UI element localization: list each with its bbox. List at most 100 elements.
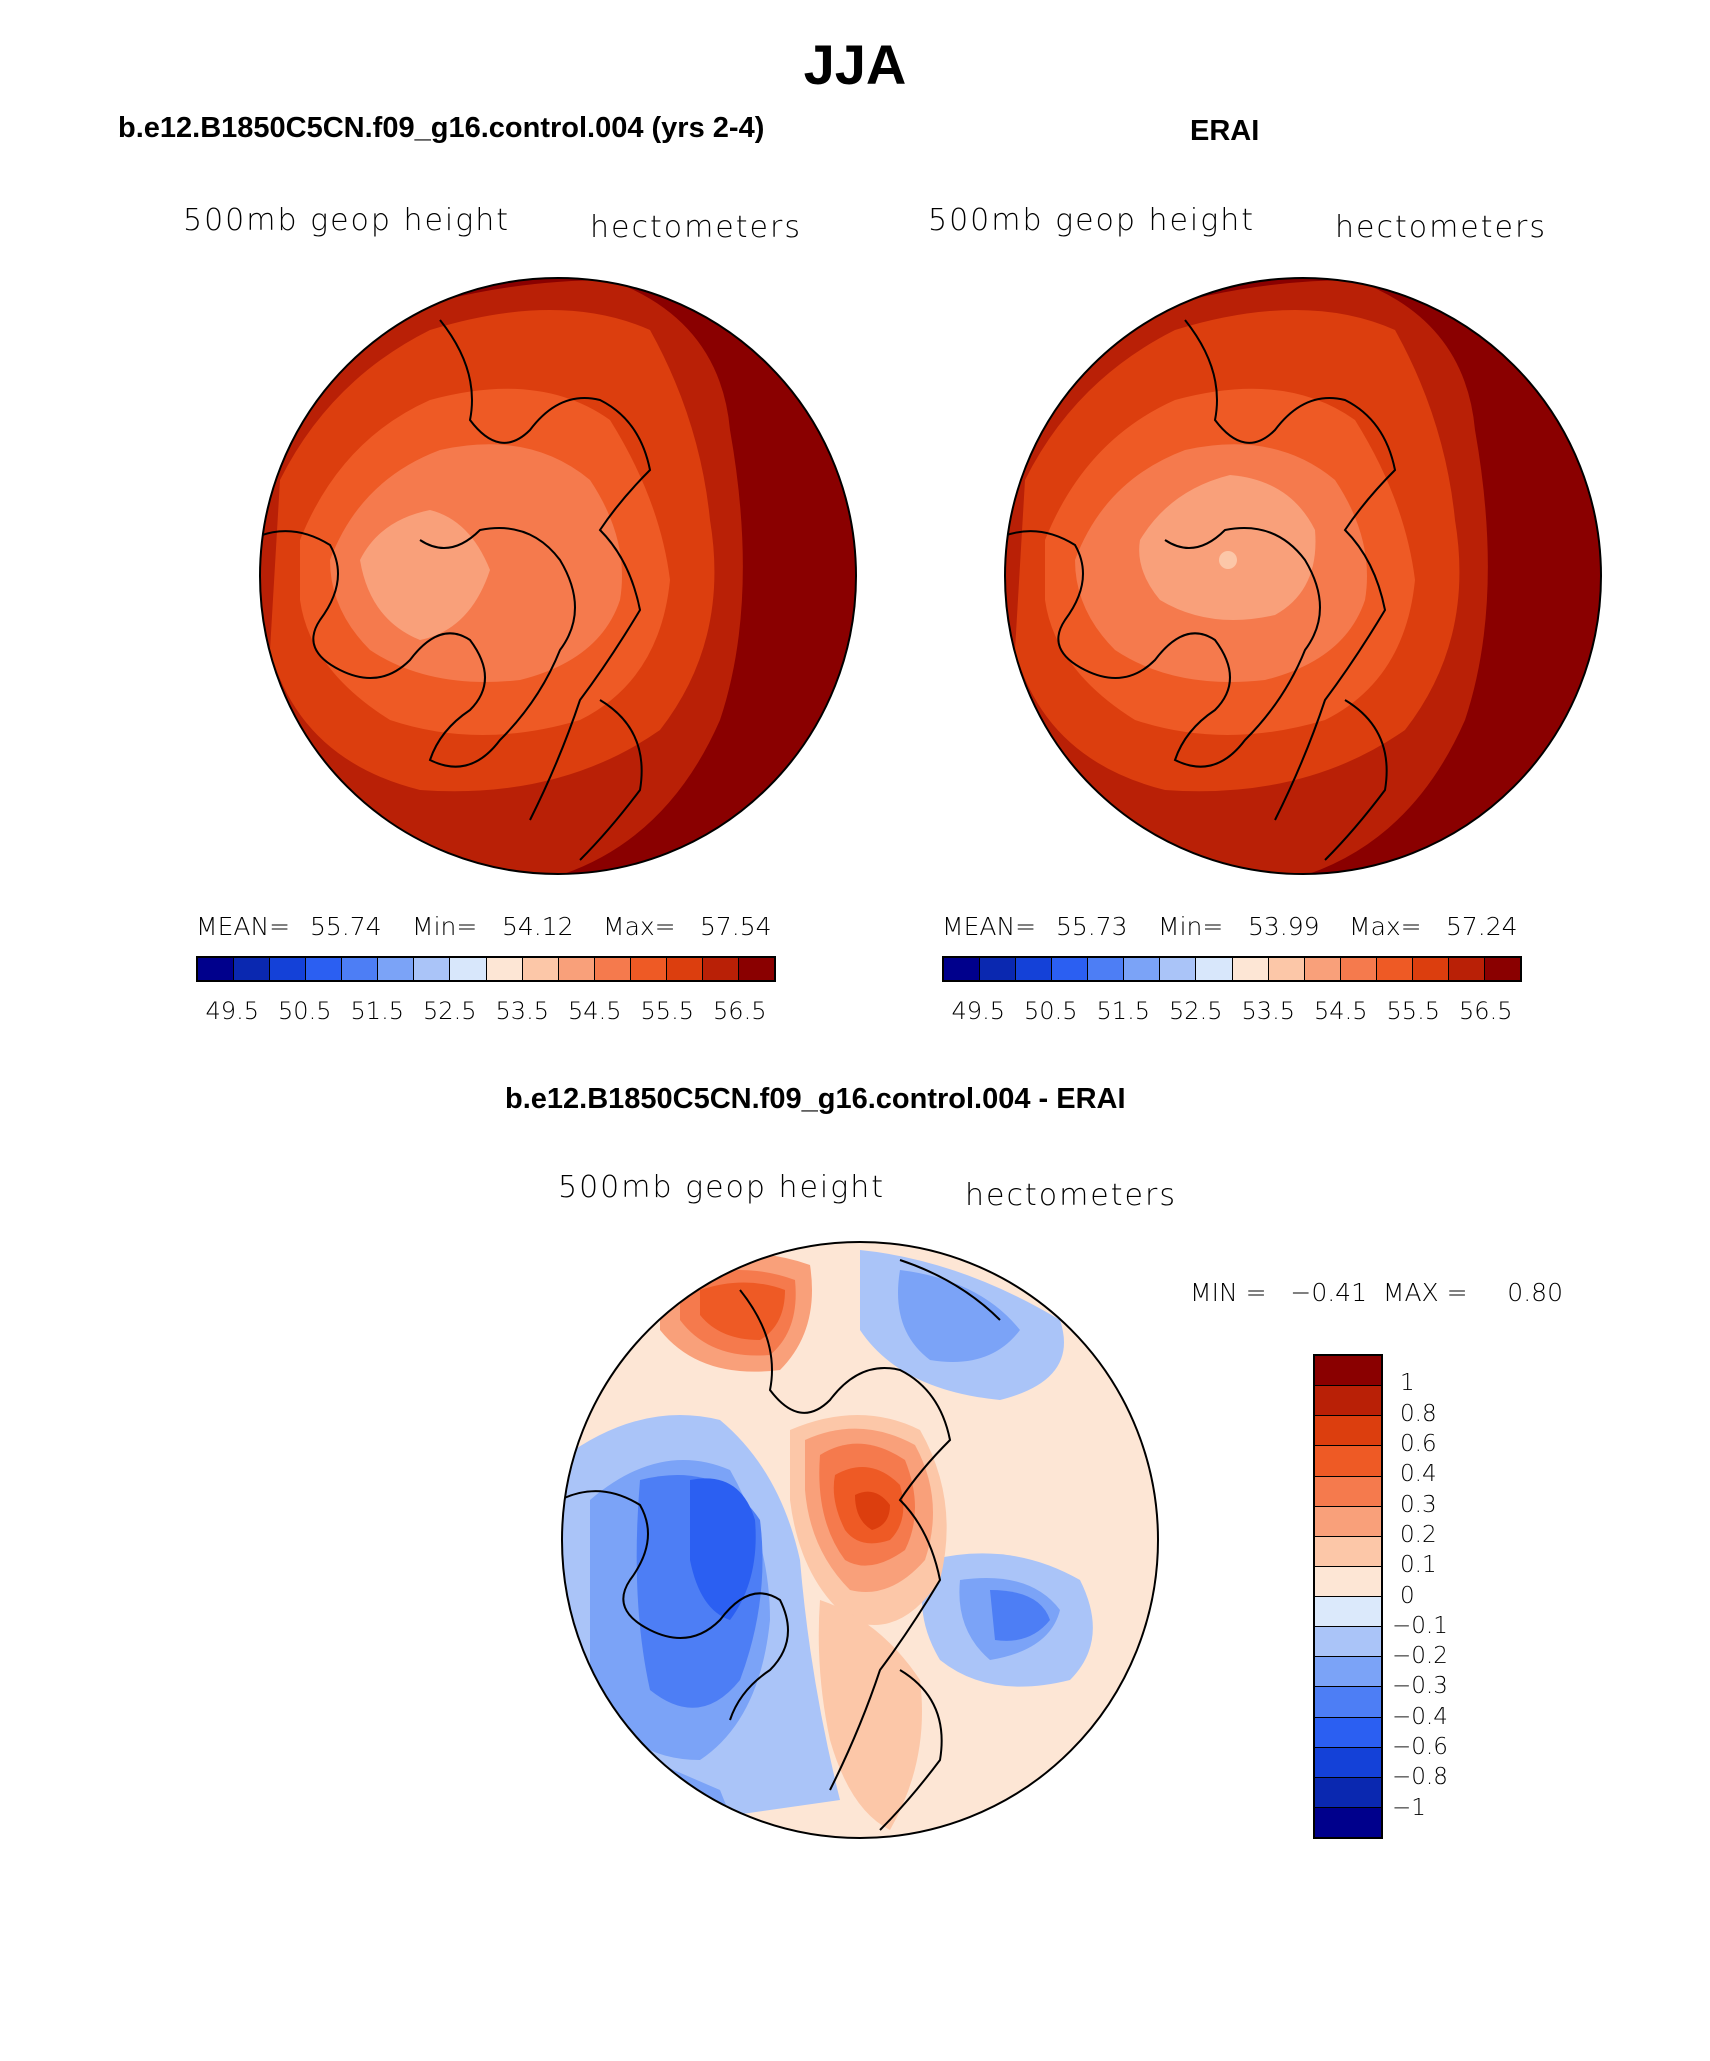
panel-1-mean-value: 55.74 bbox=[310, 912, 382, 941]
diff-colorbar-swatch bbox=[1315, 1386, 1381, 1417]
diff-contours bbox=[562, 1242, 1158, 1838]
panel-1-colorbar-label: 52.5 bbox=[423, 997, 477, 1025]
panel-1-colorbar-label: 56.5 bbox=[713, 997, 767, 1025]
panel-1-colorbar-swatch bbox=[702, 958, 739, 980]
diff-colorbar-label: −1 bbox=[1392, 1794, 1426, 1821]
panel-1-colorbar-swatch bbox=[522, 958, 559, 980]
panel-2-mean-value: 55.73 bbox=[1056, 912, 1128, 941]
panel-2-min-value: 53.99 bbox=[1248, 912, 1320, 941]
panel-2-colorbar-swatch bbox=[1232, 958, 1269, 980]
diff-minmax: MIN = −0.41 MAX = 0.80 bbox=[1190, 1278, 1563, 1307]
panel-2-colorbar-label: 53.5 bbox=[1241, 997, 1295, 1025]
panel-2-colorbar-label: 52.5 bbox=[1169, 997, 1223, 1025]
diff-colorbar-label: 0.2 bbox=[1400, 1521, 1437, 1548]
panel-1-colorbar-label: 53.5 bbox=[495, 997, 549, 1025]
panel-1-colorbar-swatch bbox=[306, 958, 343, 980]
panel-2-contours bbox=[1005, 278, 1601, 874]
diff-colorbar-swatch bbox=[1315, 1416, 1381, 1447]
panel-1-colorbar-swatch bbox=[414, 958, 451, 980]
panel-2-colorbar-swatch bbox=[1412, 958, 1449, 980]
panel-1-colorbar-label: 54.5 bbox=[568, 997, 622, 1025]
diff-title: b.e12.B1850C5CN.f09_g16.control.004 - ER… bbox=[505, 1083, 1126, 1115]
panel-2-colorbar-swatch bbox=[1484, 958, 1520, 980]
panel-1-colorbar-label: 49.5 bbox=[205, 997, 259, 1025]
diff-colorbar-swatch bbox=[1315, 1476, 1381, 1507]
diff-colorbar-label: 0 bbox=[1400, 1582, 1415, 1609]
diff-colorbar-swatch bbox=[1315, 1657, 1381, 1688]
panel-1-colorbar-swatch bbox=[666, 958, 703, 980]
diff-colorbar-label: −0.1 bbox=[1392, 1612, 1448, 1639]
panel-1-colorbar-swatch bbox=[738, 958, 774, 980]
diff-colorbar-swatch bbox=[1315, 1777, 1381, 1808]
panel-1-units: hectometers bbox=[590, 210, 802, 245]
panel-2-colorbar-swatch bbox=[1448, 958, 1485, 980]
panel-1-colorbar-label: 55.5 bbox=[640, 997, 694, 1025]
panel-2-max-label: Max= bbox=[1349, 912, 1422, 941]
panel-1-colorbar-swatch bbox=[450, 958, 487, 980]
panel-1-colorbar-swatch bbox=[378, 958, 415, 980]
panel-1-colorbar-swatch bbox=[198, 958, 235, 980]
panel-1-colorbar-swatch bbox=[594, 958, 631, 980]
panel-1-mean-label: MEAN= bbox=[196, 912, 291, 941]
panel-1-colorbar-swatch bbox=[558, 958, 595, 980]
panel-2-colorbar-swatch bbox=[1340, 958, 1377, 980]
panel-2-colorbar-swatch bbox=[1052, 958, 1089, 980]
diff-colorbar-label: 0.1 bbox=[1400, 1552, 1437, 1579]
panel-1-colorbar-swatch bbox=[342, 958, 379, 980]
panel-2-colorbar-label: 56.5 bbox=[1459, 997, 1513, 1025]
panel-1-min-label: Min= bbox=[412, 912, 478, 941]
diff-colorbar-label: 0.4 bbox=[1400, 1461, 1437, 1488]
panel-1-contours bbox=[260, 278, 856, 874]
diff-var-label: 500mb geop height bbox=[558, 1170, 886, 1205]
panel-2-colorbar-label: 49.5 bbox=[951, 997, 1005, 1025]
panel-1-colorbar-label: 51.5 bbox=[350, 997, 404, 1025]
panel-1-colorbar-swatch bbox=[486, 958, 523, 980]
panel-2-colorbar-swatch bbox=[1160, 958, 1197, 980]
panel-2-colorbar-swatch bbox=[944, 958, 981, 980]
diff-colorbar-swatch bbox=[1315, 1356, 1381, 1387]
diff-colorbar-label: 0.8 bbox=[1400, 1400, 1437, 1427]
panel-2-mean-label: MEAN= bbox=[942, 912, 1037, 941]
diff-colorbar-swatch bbox=[1315, 1446, 1381, 1477]
diff-colorbar-label: −0.8 bbox=[1392, 1764, 1448, 1791]
panel-2-colorbar-swatch bbox=[1376, 958, 1413, 980]
diff-colorbar-swatch bbox=[1315, 1597, 1381, 1628]
panel-2-colorbar-swatch bbox=[1268, 958, 1305, 980]
panel-1-colorbar bbox=[196, 956, 776, 982]
figure-title: JJA bbox=[803, 33, 907, 96]
diff-colorbar-swatch bbox=[1315, 1627, 1381, 1658]
diff-colorbar-swatch bbox=[1315, 1506, 1381, 1537]
panel-2-colorbar-swatch bbox=[1088, 958, 1125, 980]
panel-2-colorbar-swatch bbox=[1016, 958, 1053, 980]
panel-1-colorbar-label: 50.5 bbox=[278, 997, 332, 1025]
diff-colorbar-label: 0.6 bbox=[1400, 1430, 1437, 1457]
panel-2-min-label: Min= bbox=[1158, 912, 1224, 941]
diff-colorbar-swatch bbox=[1315, 1566, 1381, 1597]
panel-2-title: ERAI bbox=[1190, 115, 1260, 147]
diff-colorbar-swatch bbox=[1315, 1717, 1381, 1748]
diff-colorbar bbox=[1313, 1354, 1383, 1839]
panel-2-var-label: 500mb geop height bbox=[928, 203, 1256, 238]
diff-colorbar-swatch bbox=[1315, 1536, 1381, 1567]
panel-1-colorbar-swatch bbox=[270, 958, 307, 980]
panel-2-colorbar-label: 54.5 bbox=[1314, 997, 1368, 1025]
panel-2-colorbar-swatch bbox=[1304, 958, 1341, 980]
panel-1-colorbar-swatch bbox=[630, 958, 667, 980]
panel-1-title: b.e12.B1850C5CN.f09_g16.control.004 (yrs… bbox=[118, 112, 765, 144]
diff-colorbar-label: 0.3 bbox=[1400, 1491, 1437, 1518]
panel-2-colorbar-swatch bbox=[1196, 958, 1233, 980]
diff-units: hectometers bbox=[965, 1178, 1177, 1213]
panel-2-colorbar-label: 55.5 bbox=[1386, 997, 1440, 1025]
diff-colorbar-swatch bbox=[1315, 1807, 1381, 1837]
panel-1-var-label: 500mb geop height bbox=[183, 203, 511, 238]
panel-1-max-label: Max= bbox=[603, 912, 676, 941]
diff-colorbar-label: −0.6 bbox=[1392, 1734, 1448, 1761]
diff-colorbar-label: 1 bbox=[1400, 1370, 1415, 1397]
panel-2-colorbar-swatch bbox=[980, 958, 1017, 980]
diff-colorbar-label: −0.2 bbox=[1392, 1643, 1448, 1670]
diff-colorbar-label: −0.3 bbox=[1392, 1673, 1448, 1700]
diff-colorbar-label: −0.4 bbox=[1392, 1703, 1448, 1730]
